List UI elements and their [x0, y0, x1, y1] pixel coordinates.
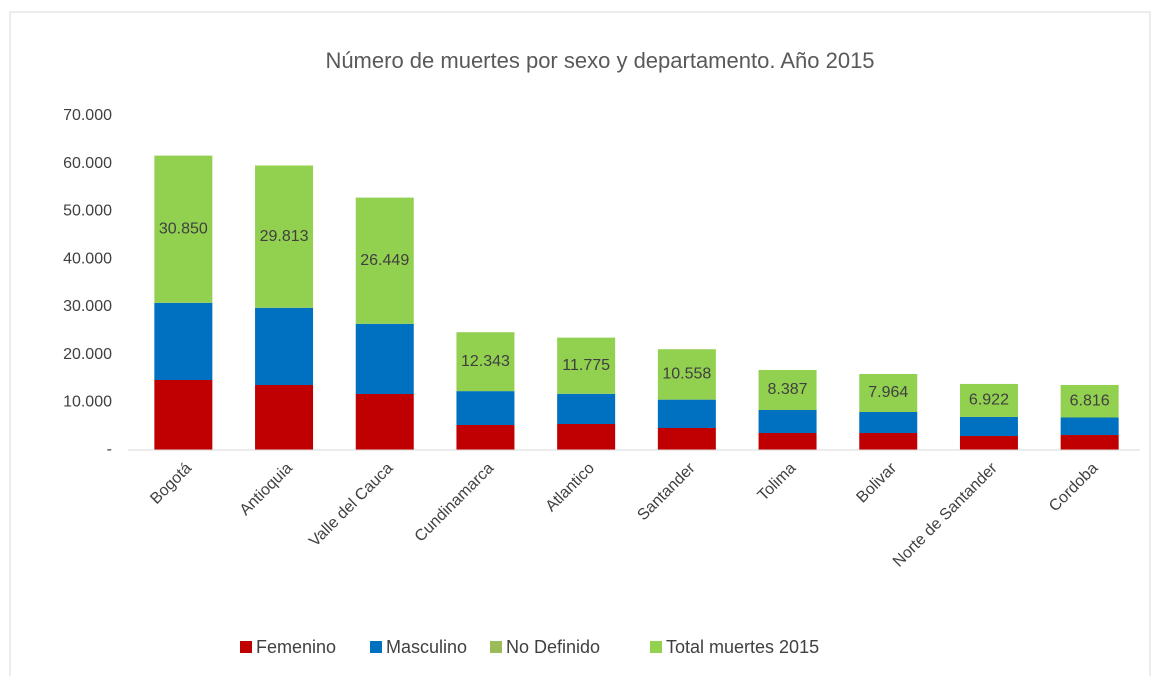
data-label: 8.387: [768, 381, 808, 398]
y-tick-label: 40.000: [63, 250, 112, 267]
chart-title: Número de muertes por sexo y departament…: [325, 48, 874, 73]
data-label: 29.813: [260, 228, 309, 245]
bar-segment: [255, 165, 314, 308]
bar-segment: [1060, 384, 1119, 418]
bar-segment: [859, 433, 918, 450]
bar-segment: [456, 391, 515, 425]
bar-segment: [456, 332, 515, 392]
bar-segment: [355, 393, 414, 450]
bar-segment: [355, 323, 414, 394]
bar-segment: [154, 155, 213, 303]
bar-segment: [959, 416, 1018, 437]
bar-segment: [154, 380, 213, 450]
y-tick-label: 50.000: [63, 203, 112, 220]
bar-segment: [859, 412, 918, 434]
bar-segment: [255, 307, 314, 386]
y-tick-label: 30.000: [63, 298, 112, 315]
legend-swatch: [490, 641, 502, 653]
bar-segment: [758, 433, 817, 450]
legend-swatch: [650, 641, 662, 653]
data-label: 7.964: [868, 384, 908, 401]
bar-segment: [557, 337, 616, 394]
bar-segment: [758, 369, 817, 410]
bar-segment: [758, 409, 817, 434]
bar-segment: [1060, 417, 1119, 436]
bar-segment: [959, 436, 1018, 450]
y-tick-label: 10.000: [63, 394, 112, 411]
bar-segment: [657, 428, 716, 450]
bar-segment: [657, 349, 716, 400]
bar-segment: [255, 385, 314, 450]
data-label: 11.775: [562, 357, 610, 374]
data-label: 6.922: [969, 392, 1009, 409]
y-tick-label: 70.000: [63, 107, 112, 124]
y-tick-label: -: [107, 441, 112, 458]
bar-segment: [355, 197, 414, 324]
legend-swatch: [370, 641, 382, 653]
legend-label: Femenino: [256, 637, 336, 657]
bar-segment: [1060, 435, 1119, 450]
y-tick-label: 60.000: [63, 155, 112, 172]
bar-segment: [557, 393, 616, 424]
data-label: 12.343: [461, 353, 510, 370]
y-tick-label: 20.000: [63, 346, 112, 363]
bar-segment: [859, 374, 918, 413]
data-label: 10.558: [662, 366, 711, 383]
bar-segment: [959, 383, 1018, 417]
bar-segment: [154, 302, 213, 381]
legend-label: Total muertes 2015: [666, 637, 819, 657]
bar-segment: [557, 423, 616, 450]
bar-segment: [657, 399, 716, 429]
data-label: 30.850: [159, 220, 208, 237]
data-label: 26.449: [360, 252, 409, 269]
bar-segment: [456, 424, 515, 450]
legend-label: No Definido: [506, 637, 600, 657]
legend-label: Masculino: [386, 637, 467, 657]
legend-swatch: [240, 641, 252, 653]
data-label: 6.816: [1070, 392, 1110, 409]
